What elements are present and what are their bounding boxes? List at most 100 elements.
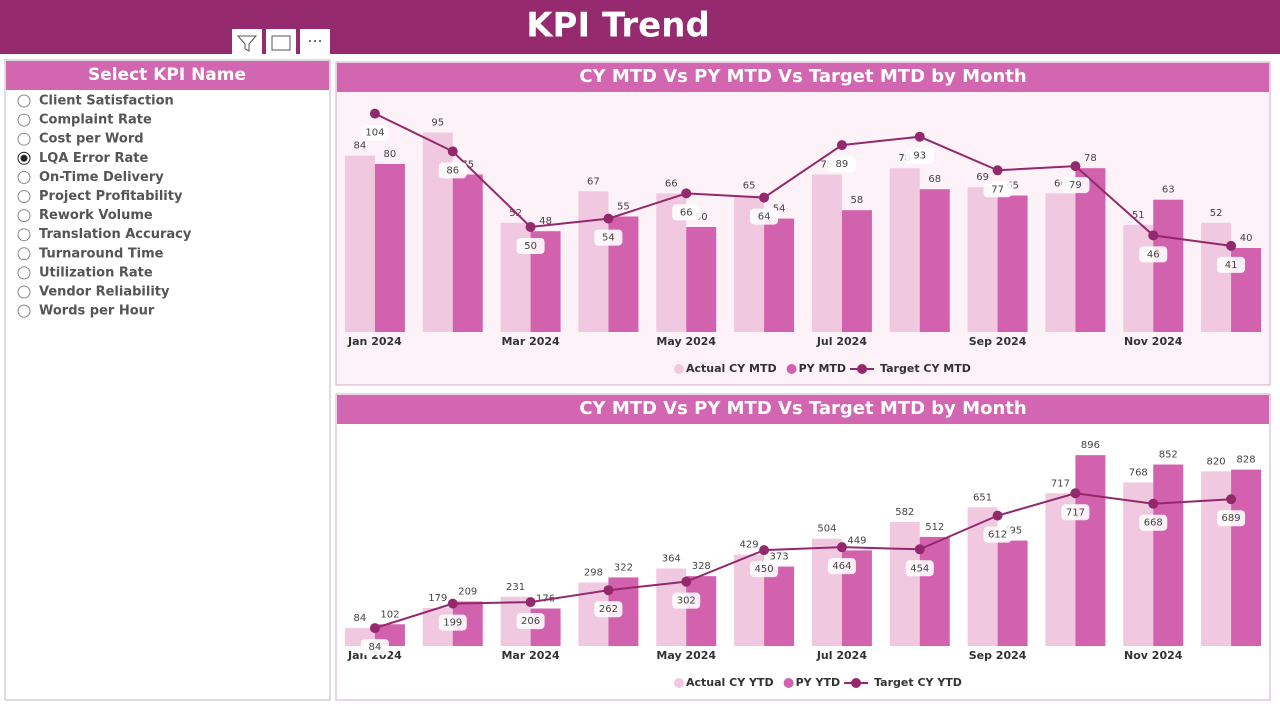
slicer-item[interactable]: Turnaround Time bbox=[39, 246, 164, 261]
slicer-item[interactable]: On-Time Delivery bbox=[39, 170, 164, 185]
line-marker bbox=[1148, 230, 1159, 241]
data-label: 65 bbox=[743, 181, 756, 192]
radio-button[interactable] bbox=[17, 209, 31, 223]
slicer-item[interactable]: Complaint Rate bbox=[39, 113, 152, 128]
data-label-box bbox=[983, 181, 1012, 198]
bar bbox=[1153, 199, 1184, 332]
data-label: 58 bbox=[851, 195, 864, 206]
slicer-item[interactable]: LQA Error Rate bbox=[39, 151, 148, 166]
data-label: 322 bbox=[614, 562, 633, 573]
data-label-box bbox=[360, 639, 389, 656]
focus-icon[interactable] bbox=[266, 29, 296, 57]
data-label: 93 bbox=[913, 151, 926, 162]
more-glyph: ··· bbox=[307, 32, 322, 51]
slicer-item[interactable]: Utilization Rate bbox=[39, 265, 153, 280]
bar bbox=[1153, 464, 1184, 646]
data-label: 95 bbox=[431, 118, 444, 129]
slicer-item[interactable]: Cost per Word bbox=[39, 132, 144, 147]
data-label: 328 bbox=[692, 561, 711, 572]
data-label: 717 bbox=[1051, 478, 1070, 489]
x-tick-label: Jul 2024 bbox=[816, 649, 867, 662]
data-label: 68 bbox=[928, 174, 941, 185]
line-marker bbox=[1070, 488, 1081, 499]
line-marker bbox=[681, 188, 692, 199]
slicer-item[interactable]: Project Profitability bbox=[39, 189, 183, 204]
data-label-box bbox=[750, 208, 779, 225]
slicer-panel bbox=[4, 59, 331, 701]
x-tick-label: Jul 2024 bbox=[816, 335, 867, 348]
legend-label: Target CY YTD bbox=[874, 676, 962, 689]
radio-button[interactable] bbox=[17, 304, 31, 318]
x-tick-label: Nov 2024 bbox=[1124, 649, 1183, 662]
data-label-box bbox=[672, 204, 701, 221]
data-label: 48 bbox=[539, 216, 552, 227]
slicer-item[interactable]: Vendor Reliability bbox=[39, 285, 170, 300]
radio-button[interactable] bbox=[17, 170, 31, 184]
slicer-item[interactable]: Client Satisfaction bbox=[39, 94, 174, 109]
line-marker bbox=[1148, 498, 1159, 509]
data-label: 66 bbox=[1054, 178, 1067, 189]
line bbox=[374, 492, 1232, 630]
legend-marker bbox=[674, 364, 684, 374]
line-marker bbox=[759, 545, 770, 556]
filter-icon[interactable] bbox=[232, 29, 262, 57]
data-label: 828 bbox=[1237, 455, 1256, 466]
data-label: 84 bbox=[369, 642, 382, 653]
data-label: 51 bbox=[1132, 210, 1145, 221]
bar bbox=[841, 210, 872, 332]
data-label: 209 bbox=[458, 586, 477, 597]
slicer-item[interactable]: Translation Accuracy bbox=[39, 227, 192, 242]
data-label: 179 bbox=[428, 593, 447, 604]
line-marker bbox=[603, 585, 614, 596]
data-label-box bbox=[1139, 514, 1168, 531]
data-label: 495 bbox=[1003, 526, 1022, 537]
data-label-box bbox=[594, 601, 623, 618]
radio-button[interactable] bbox=[17, 266, 31, 280]
line bbox=[374, 112, 1232, 247]
legend-marker bbox=[674, 678, 684, 688]
radio-button[interactable] bbox=[17, 247, 31, 261]
data-label-box bbox=[983, 526, 1012, 543]
data-label-box bbox=[827, 156, 856, 173]
x-tick-label: May 2024 bbox=[656, 335, 716, 348]
x-tick-label: May 2024 bbox=[656, 649, 716, 662]
bar bbox=[764, 566, 795, 646]
data-label: 464 bbox=[832, 561, 851, 572]
line-marker bbox=[759, 192, 770, 203]
bar bbox=[1231, 469, 1262, 646]
bar bbox=[1075, 455, 1106, 646]
radio-button[interactable] bbox=[17, 113, 31, 127]
line-marker bbox=[447, 598, 458, 609]
data-label: 896 bbox=[1081, 440, 1100, 451]
data-label: 50 bbox=[524, 241, 537, 252]
data-label: 78 bbox=[1084, 153, 1097, 164]
radio-button[interactable] bbox=[17, 94, 31, 108]
line-marker bbox=[1226, 240, 1237, 251]
radio-button[interactable] bbox=[17, 285, 31, 299]
data-label: 852 bbox=[1159, 450, 1178, 461]
chart-panel bbox=[335, 393, 1271, 701]
data-label: 717 bbox=[1066, 507, 1085, 518]
data-label: 582 bbox=[895, 507, 914, 518]
data-label: 79 bbox=[1069, 180, 1082, 191]
legend-label: PY YTD bbox=[796, 676, 840, 689]
data-label: 63 bbox=[1162, 185, 1175, 196]
more-icon[interactable] bbox=[300, 29, 330, 57]
data-label: 104 bbox=[365, 128, 384, 139]
bar bbox=[452, 174, 483, 332]
line-marker bbox=[369, 623, 380, 634]
x-tick-label: Nov 2024 bbox=[1124, 335, 1183, 348]
bar bbox=[578, 191, 609, 332]
slicer-item[interactable]: Rework Volume bbox=[39, 208, 153, 223]
data-label: 78 bbox=[898, 153, 911, 164]
radio-button[interactable] bbox=[17, 228, 31, 242]
data-label-box bbox=[750, 561, 779, 578]
line-marker bbox=[836, 140, 847, 151]
header-bar bbox=[0, 0, 1280, 54]
data-label-box bbox=[1139, 246, 1168, 263]
slicer-item[interactable]: Words per Hour bbox=[39, 304, 155, 319]
radio-button[interactable] bbox=[17, 132, 31, 146]
filter-glyph bbox=[236, 35, 258, 52]
data-label: 364 bbox=[662, 553, 681, 564]
radio-button[interactable] bbox=[17, 190, 31, 203]
